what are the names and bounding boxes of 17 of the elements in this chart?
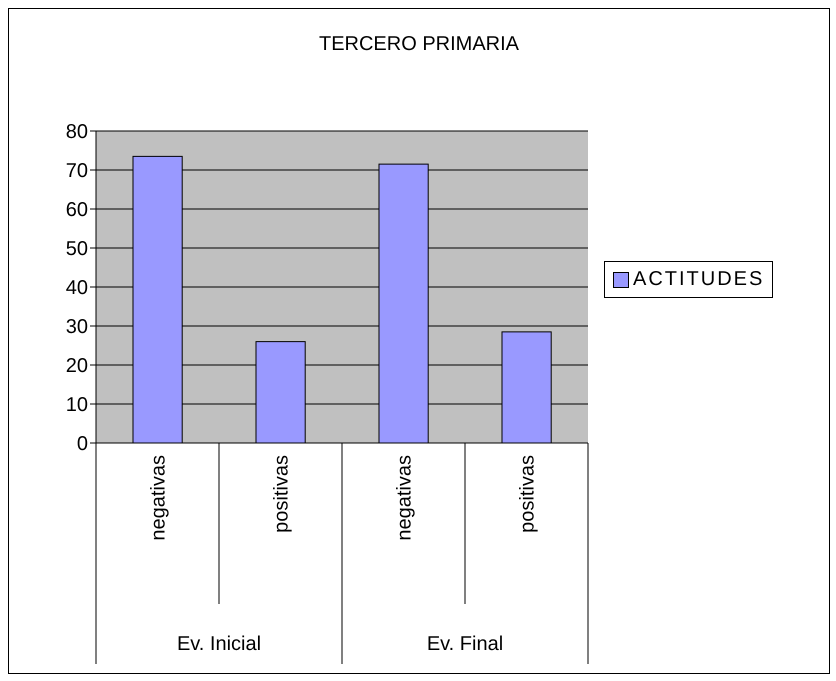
x-tick-label: negativas: [148, 455, 170, 541]
y-tick-label: 60: [66, 199, 88, 222]
y-tick-label: 80: [66, 121, 88, 144]
x-tick-label: positivas: [516, 455, 538, 533]
y-tick-label: 40: [66, 277, 88, 300]
y-tick-label: 0: [76, 433, 88, 456]
y-tick-label: 30: [66, 316, 88, 338]
x-tick-label: positivas: [270, 455, 292, 533]
text: Ev. Inicial: [176, 633, 262, 655]
chart-title: TERCERO PRIMARIA: [318, 33, 520, 56]
legend-label: ACTITUDES: [633, 268, 764, 291]
y-tick-label: 20: [66, 355, 88, 378]
x-tick-label: negativas: [394, 455, 416, 541]
text: Ev. Final: [426, 633, 504, 655]
y-tick-label: 10: [66, 394, 88, 416]
y-tick-label: 50: [66, 238, 88, 260]
y-tick-label: 70: [66, 160, 88, 182]
